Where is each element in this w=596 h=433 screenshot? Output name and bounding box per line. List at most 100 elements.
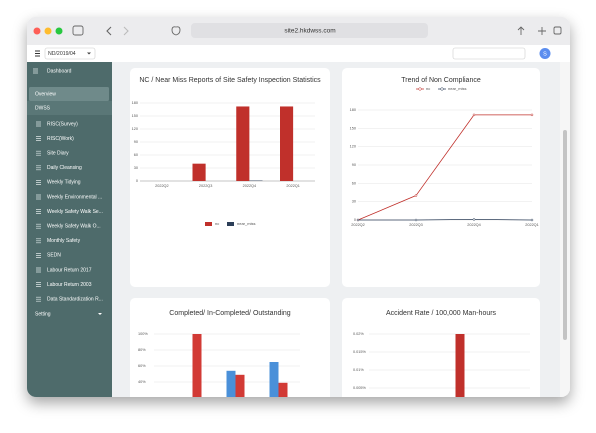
legend-marker [418, 87, 422, 91]
legend-marker [440, 87, 444, 91]
tabs-button[interactable] [553, 26, 562, 35]
y-tick-label: 60 [134, 153, 138, 157]
share-button[interactable] [517, 26, 525, 35]
sidebar-item[interactable]: Dashboard [47, 68, 72, 74]
x-tick-label: 2022Q1 [525, 223, 539, 227]
y-tick-label: 0 [354, 218, 356, 222]
item-icon [36, 296, 41, 302]
forward-button[interactable] [123, 26, 129, 36]
dropdown-arrow [98, 313, 102, 315]
item-icon [36, 136, 41, 141]
bar [192, 334, 202, 397]
minimize-button[interactable] [44, 27, 52, 35]
sidebar-item[interactable]: Weekly Tidying [47, 180, 81, 186]
group-bg [27, 101, 112, 115]
line [357, 114, 532, 221]
sidebar-item[interactable]: Overview [35, 91, 56, 97]
back-button[interactable] [106, 26, 112, 36]
project-code: ND/2019/04 [48, 51, 76, 57]
sidebar-item[interactable]: Weekly Safety Walk O... [47, 224, 101, 230]
y-tick-label: 90 [352, 163, 356, 167]
x-tick-label: 2022Q3 [409, 223, 423, 227]
y-tick-label: 100% [138, 332, 148, 336]
legend-label: near_miss [237, 221, 255, 226]
sidebar-item[interactable]: RISC(Work) [47, 136, 74, 142]
point [472, 218, 476, 221]
chart-title: Trend of Non Compliance [401, 77, 481, 84]
bar [280, 106, 294, 181]
item-icon [36, 150, 41, 156]
point [472, 113, 476, 117]
item-icon [36, 165, 41, 171]
url: site2.hkdwss.com [284, 28, 335, 35]
y-tick-label: 120 [350, 145, 356, 149]
sidebar-item[interactable]: RISC(Survey) [47, 121, 78, 127]
scrollbar-thumb[interactable] [563, 130, 567, 340]
item-icon [33, 68, 38, 74]
bar [278, 382, 288, 397]
y-tick-label: 30 [134, 166, 138, 170]
sidebar-toggle[interactable] [72, 25, 84, 36]
y-tick-label: 0.01% [353, 368, 364, 372]
item-icon [36, 223, 41, 229]
y-tick-label: 150 [350, 126, 356, 130]
point [414, 194, 418, 197]
y-tick-label: 0 [136, 179, 138, 183]
bar [235, 374, 245, 397]
search-box[interactable] [452, 47, 526, 60]
y-tick-label: 90 [134, 140, 138, 144]
y-tick-label: 180 [350, 108, 356, 112]
point [356, 218, 360, 222]
x-tick-label: 2022Q2 [351, 223, 365, 227]
x-tick-label: 2022Q1 [286, 184, 300, 188]
y-tick-label: 0.02% [353, 332, 364, 336]
sidebar-item[interactable]: SEDN [47, 253, 61, 259]
sidebar-item[interactable]: Setting [35, 311, 51, 317]
project-select[interactable] [44, 47, 96, 60]
menu-icon[interactable] [35, 50, 40, 57]
sidebar-item[interactable]: Labour Return 2003 [47, 282, 92, 288]
sidebar-item[interactable]: DWSS [35, 105, 51, 111]
x-tick-label: 2022Q4 [243, 184, 257, 188]
sidebar-item[interactable]: Monthly Safety [47, 238, 81, 244]
avatar[interactable] [539, 48, 551, 59]
point [414, 218, 418, 222]
item-icon [36, 121, 41, 127]
item-icon [36, 180, 41, 185]
app-header [27, 45, 570, 62]
chart-title: Accident Rate / 100,000 Man-hours [386, 310, 497, 317]
item-icon [36, 253, 41, 258]
legend-swatch [205, 222, 212, 226]
line [358, 218, 533, 221]
x-tick-label: 2022Q2 [155, 184, 169, 188]
legend-label: nc [215, 221, 219, 226]
y-tick-label: 120 [132, 127, 138, 131]
point [530, 218, 534, 222]
zoom-button[interactable] [55, 27, 63, 35]
sidebar-item[interactable]: Weekly Safety Walk Se... [47, 209, 103, 215]
item-icon [36, 267, 41, 273]
bar [269, 362, 279, 397]
shield-icon[interactable] [171, 26, 181, 36]
sidebar-item[interactable]: Daily Cleansing [47, 165, 82, 171]
y-tick-label: 60% [138, 364, 146, 368]
address-bar[interactable] [191, 23, 428, 38]
sidebar-item[interactable]: Data Standardization R... [47, 297, 103, 303]
legend-label: nc [426, 86, 430, 91]
x-tick-label: 2022Q3 [199, 184, 213, 188]
sidebar-item[interactable]: Weekly Environmental ... [47, 194, 102, 200]
active-item-bg [29, 87, 109, 101]
bar [236, 106, 250, 181]
sidebar-item[interactable]: Labour Return 2017 [47, 267, 92, 273]
y-tick-label: 80% [138, 348, 146, 352]
new-tab-button[interactable] [538, 27, 546, 35]
close-button[interactable] [33, 27, 41, 35]
item-icon [36, 209, 41, 214]
bar [192, 163, 206, 181]
sidebar-item[interactable]: Site Diary [47, 151, 69, 157]
y-tick-label: 180 [132, 101, 138, 105]
sidebar [27, 62, 112, 397]
y-tick-label: 60 [352, 181, 356, 185]
bar [226, 370, 236, 397]
